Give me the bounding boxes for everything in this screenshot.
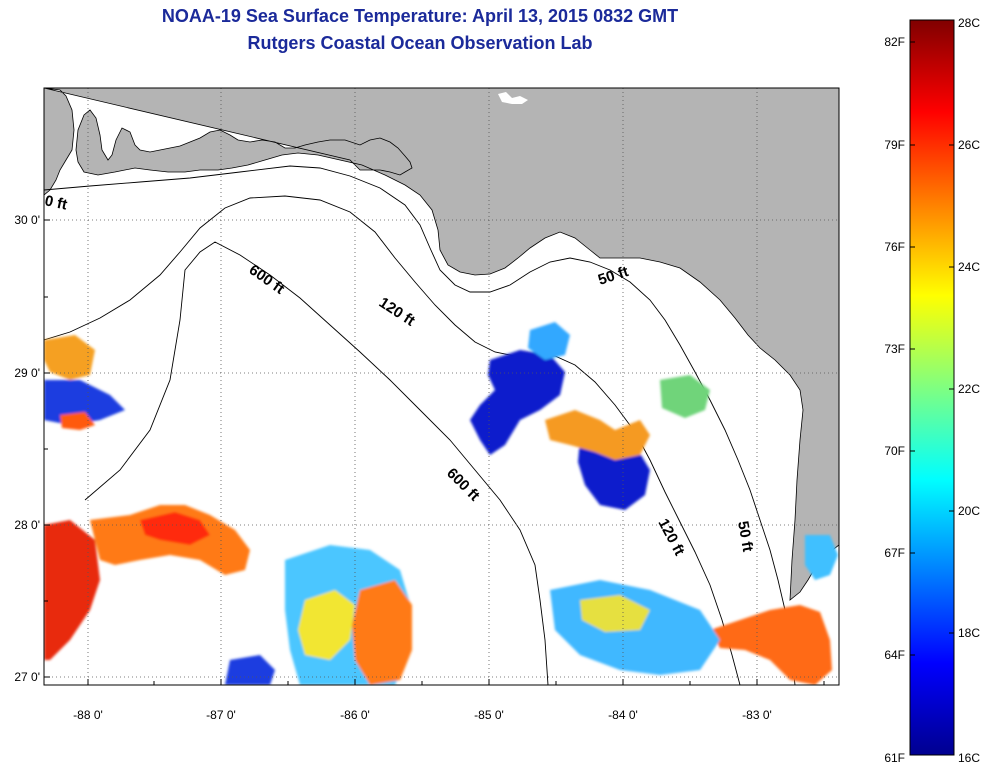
lat-tick-labels: 30 0' 29 0' 28 0' 27 0' [14,213,40,684]
contour-600ft [84,241,549,685]
colorbar-celsius-labels: 28C 26C 24C 22C 20C 18C 16C [958,16,980,765]
colorbar-f-label: 79F [884,138,905,152]
colorbar-f-label: 67F [884,546,905,560]
sst-patch-green-central [660,375,710,418]
figure-subtitle: Rutgers Coastal Ocean Observation Lab [247,33,593,53]
map-ticks [44,219,825,685]
sst-patches [44,322,838,685]
sst-patch-yellow-se [580,595,650,632]
map-frame [43,87,840,686]
colorbar-c-label: 20C [958,504,980,518]
lat-tick-label: 27 0' [14,670,40,684]
sst-patch-nw [44,335,95,380]
colorbar-f-label: 70F [884,444,905,458]
lon-tick-label: -83 0' [742,708,772,722]
lon-tick-label: -84 0' [608,708,638,722]
sst-patch-cyan-central [528,322,570,360]
sst-patch-yellow-south [298,590,355,660]
colorbar-c-label: 28C [958,16,980,30]
lon-tick-label: -87 0' [206,708,236,722]
sst-patch-blue-south [225,655,275,685]
sst-patch-warm-sw-inner [140,512,210,545]
colorbar-f-label: 61F [884,751,905,765]
contour-label-0ft-west: 0 ft [43,192,69,213]
lon-tick-labels: -88 0' -87 0' -86 0' -85 0' -84 0' -83 0… [73,708,772,722]
lat-tick-label: 30 0' [14,213,40,227]
land-mass [44,88,839,601]
colorbar-ticks [910,41,954,656]
colorbar-f-label: 73F [884,342,905,356]
lat-tick-label: 28 0' [14,518,40,532]
colorbar-f-label: 82F [884,35,905,49]
sst-patch-warm-sw [44,520,100,660]
sst-patch-warm-central [545,410,650,460]
sst-patch-nw-blue [44,380,125,425]
lon-tick-label: -86 0' [340,708,370,722]
colorbar: 82F 79F 76F 73F 70F 67F 64F 61F 28C 26C … [884,16,980,765]
colorbar-c-label: 22C [958,382,980,396]
sst-patch-nw-warm [60,412,95,430]
contour-120ft [44,195,741,685]
sst-patch-warm-se [710,605,832,685]
colorbar-c-label: 16C [958,751,980,765]
colorbar-c-label: 24C [958,260,980,274]
sst-patch-cold-central [470,350,565,455]
colorbar-f-label: 64F [884,648,905,662]
lon-tick-label: -88 0' [73,708,103,722]
colorbar-fahrenheit-labels: 82F 79F 76F 73F 70F 67F 64F 61F [884,35,905,765]
colorbar-f-label: 76F [884,240,905,254]
figure-title: NOAA-19 Sea Surface Temperature: April 1… [161,6,679,26]
map-grid [44,88,839,685]
colorbar-gradient [909,19,955,756]
lon-tick-label: -85 0' [474,708,504,722]
colorbar-c-label: 26C [958,138,980,152]
sst-patch-east-coast [805,535,838,580]
colorbar-c-label: 18C [958,626,980,640]
contour-label-50ft-south: 50 ft [734,520,756,553]
lake-patch [498,92,528,104]
sst-patch-warm-south [352,580,412,685]
lat-tick-label: 29 0' [14,366,40,380]
contour-50ft [44,165,796,685]
